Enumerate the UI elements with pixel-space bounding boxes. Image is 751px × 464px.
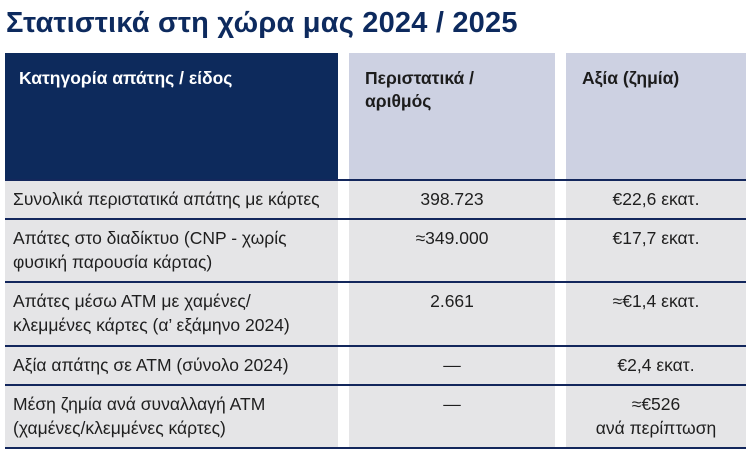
row-incidents: 398.723 [349,180,555,219]
column-header-incidents: Περιστατικά / αριθμός [349,52,555,179]
row-incidents: — [349,346,555,384]
column-header-category: Κατηγορία απάτης / είδος [5,52,338,179]
table-row: Απάτες μέσω ΑΤΜ με χαμένες/κλεμμένες κάρ… [5,281,746,345]
row-incidents: 2.661 [349,283,555,345]
row-category: Αξία απάτης σε ΑΤΜ (σύνολο 2024) [5,346,338,384]
row-value: €17,7 εκατ. [566,220,746,282]
table-row: Αξία απάτης σε ΑΤΜ (σύνολο 2024) — €2,4 … [5,344,746,384]
row-value: €22,6 εκατ. [566,180,746,219]
column-header-value: Αξία (ζημία) [566,52,746,179]
table-row: Μέση ζημία ανά συναλλαγή ΑΤΜ (χαμένες/κλ… [5,383,746,448]
row-category: Απάτες μέσω ΑΤΜ με χαμένες/κλεμμένες κάρ… [5,283,338,345]
row-incidents: ≈349.000 [349,220,555,282]
page-title: Στατιστικά στη χώρα μας 2024 / 2025 [6,7,518,39]
row-incidents: — [349,385,555,448]
row-value: ≈€1,4 εκατ. [566,283,746,345]
statistics-table: Κατηγορία απάτης / είδος Περιστατικά / α… [5,52,746,450]
table-row: Συνολικά περιστατικά απάτης με κάρτες 39… [5,178,746,219]
table-row: Απάτες στο διαδίκτυο (CNP - χωρίς φυσική… [5,218,746,282]
table-header-row: Κατηγορία απάτης / είδος Περιστατικά / α… [5,52,746,179]
row-value: €2,4 εκατ. [566,346,746,384]
row-category: Συνολικά περιστατικά απάτης με κάρτες [5,180,338,219]
row-category: Απάτες στο διαδίκτυο (CNP - χωρίς φυσική… [5,220,338,282]
row-value: ≈€526 ανά περίπτωση [566,385,746,448]
row-category: Μέση ζημία ανά συναλλαγή ΑΤΜ (χαμένες/κλ… [5,385,338,448]
